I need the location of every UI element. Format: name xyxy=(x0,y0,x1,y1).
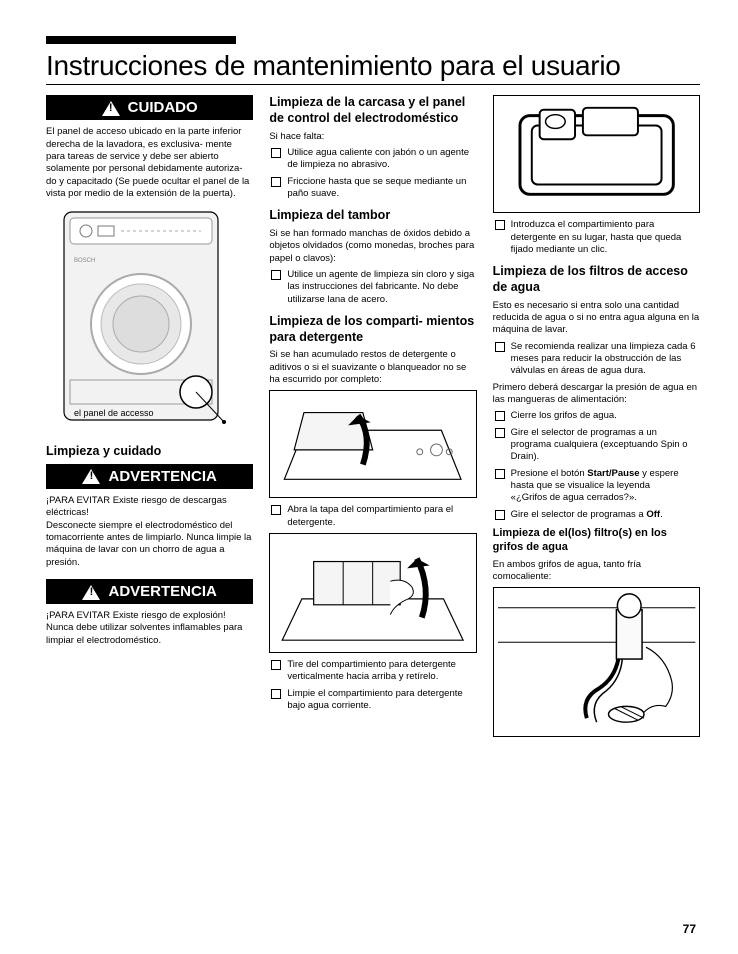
list-item: Utilice un agente de limpieza sin cloro … xyxy=(269,269,476,306)
washer-illustration: BOSCH el panel de accesso xyxy=(46,204,236,436)
warning-icon xyxy=(82,584,100,600)
warning-icon xyxy=(102,100,120,116)
h-compart: Limpieza de los comparti- mientos para d… xyxy=(269,314,476,345)
caution-header: CUIDADO xyxy=(46,95,253,120)
warning-label-1: ADVERTENCIA xyxy=(108,468,216,485)
h-carcasa: Limpieza de la carcasa y el panel de con… xyxy=(269,95,476,126)
list-item: Gire el selector de programas a un progr… xyxy=(493,427,700,464)
p-tambor: Si se han formado manchas de óxidos debi… xyxy=(269,228,476,265)
caution-text: El panel de acceso ubicado en la parte i… xyxy=(46,126,253,200)
list-item: Presione el botón Start/Pause y espere h… xyxy=(493,468,700,505)
warning-header-1: ADVERTENCIA xyxy=(46,464,253,489)
p-filtros: Esto es necesario si entra solo una cant… xyxy=(493,300,700,337)
warning-header-2: ADVERTENCIA xyxy=(46,579,253,604)
fig-pull-tray xyxy=(269,533,476,653)
warning-text-1: ¡PARA EVITAR Existe riesgo de descargas … xyxy=(46,495,253,569)
sub-limpieza-cuidado: Limpieza y cuidado xyxy=(46,444,253,460)
page-number: 77 xyxy=(683,922,696,936)
fig-faucet xyxy=(493,587,700,737)
h-filtros-grifos: Limpieza de el(los) filtro(s) en los gri… xyxy=(493,527,700,555)
column-1: CUIDADO El panel de acceso ubicado en la… xyxy=(46,95,253,737)
list-item: Limpie el compartimiento para detergente… xyxy=(269,688,476,713)
title-rule xyxy=(46,84,700,85)
top-bar xyxy=(46,36,236,44)
page-title: Instrucciones de mantenimiento para el u… xyxy=(46,50,700,82)
h-tambor: Limpieza del tambor xyxy=(269,208,476,224)
svg-text:BOSCH: BOSCH xyxy=(74,258,95,264)
list-item: Gire el selector de programas a Off. xyxy=(493,509,700,521)
p-compart: Si se han acumulado restos de detergente… xyxy=(269,349,476,386)
list-item: Utilice agua caliente con jabón o un age… xyxy=(269,147,476,172)
h-filtros: Limpieza de los filtros de acceso de agu… xyxy=(493,264,700,295)
fig-tray xyxy=(493,95,700,213)
list-item: Tire del compartimiento para detergente … xyxy=(269,659,476,684)
washer-svg: BOSCH xyxy=(46,204,236,436)
washer-caption: el panel de accesso xyxy=(74,408,154,418)
list-item: Introduzca el compartimiento para deterg… xyxy=(493,219,700,256)
list-item: Abra la tapa del compartimiento para el … xyxy=(269,504,476,529)
p-ambos-grifos: En ambos grifos de agua, tanto fría como… xyxy=(493,559,700,584)
columns: CUIDADO El panel de acceso ubicado en la… xyxy=(46,95,700,737)
column-3: Introduzca el compartimiento para deterg… xyxy=(493,95,700,737)
list-item: Se recomienda realizar una limpieza cada… xyxy=(493,341,700,378)
list-carcasa: Utilice agua caliente con jabón o un age… xyxy=(269,147,476,200)
p-sihacefalta: Si hace falta: xyxy=(269,131,476,143)
warning-icon xyxy=(82,468,100,484)
list-item: Friccione hasta que se seque mediante un… xyxy=(269,176,476,201)
fig-open-lid xyxy=(269,390,476,498)
caution-label: CUIDADO xyxy=(128,99,198,116)
warning-label-2: ADVERTENCIA xyxy=(108,583,216,600)
column-2: Limpieza de la carcasa y el panel de con… xyxy=(269,95,476,737)
list-item: Cierre los grifos de agua. xyxy=(493,410,700,422)
p-descargar: Primero deberá descargar la presión de a… xyxy=(493,382,700,407)
warning-text-2: ¡PARA EVITAR Existe riesgo de explosión!… xyxy=(46,610,253,647)
